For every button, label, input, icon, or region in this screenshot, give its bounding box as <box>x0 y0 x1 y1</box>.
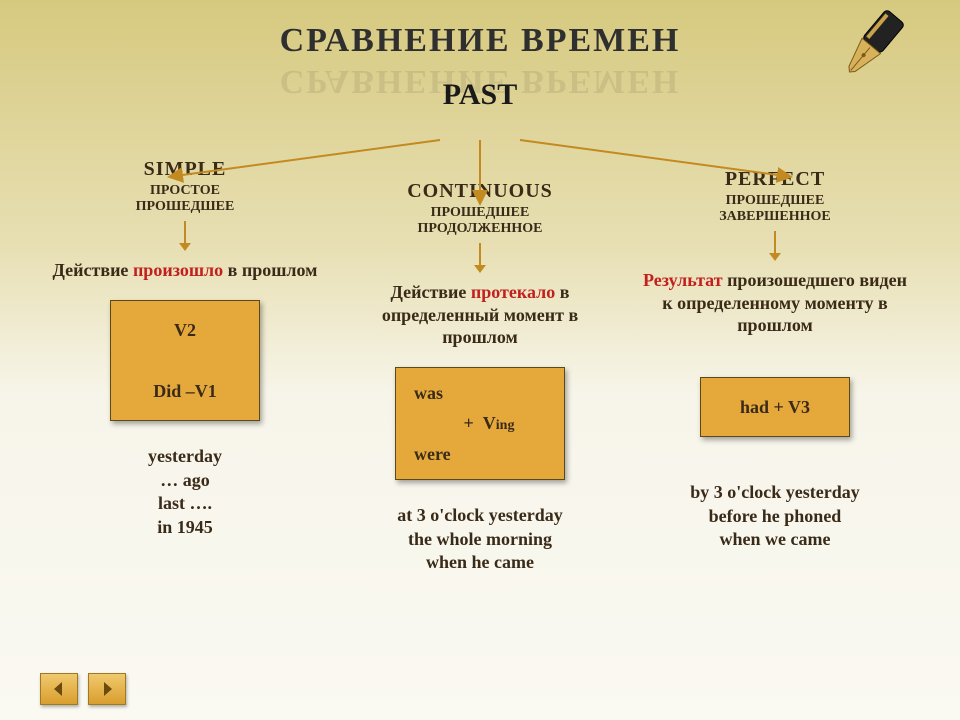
sub-simple: ПРОСТОЕ ПРОШЕДШЕЕ <box>136 183 235 215</box>
arrow-down-icon <box>175 219 195 253</box>
formula-continuous: was + Ving were <box>395 367 565 481</box>
heading-simple: SIMPLE <box>144 158 227 181</box>
page-title: СРАВНЕНИЕ ВРЕМЕН <box>0 0 960 60</box>
column-continuous: CONTINUOUS ПРОШЕДШЕЕ ПРОДОЛЖЕННОЕ Действ… <box>345 180 615 575</box>
desc-perfect: Результат произошедшего виден к определе… <box>640 269 910 337</box>
heading-perfect: PERFECT <box>725 168 825 191</box>
title-text: СРАВНЕНИЕ ВРЕМЕН <box>280 22 681 59</box>
subtitle-past: PAST <box>0 78 960 112</box>
formula-perfect: had + V3 <box>700 377 850 438</box>
nav-arrows <box>40 673 126 705</box>
examples-continuous: at 3 o'clock yesterday the whole morning… <box>397 504 562 574</box>
desc-continuous: Действие протекало в определенный момент… <box>345 281 615 349</box>
arrow-down-icon <box>470 241 490 275</box>
examples-perfect: by 3 o'clock yesterday before he phoned … <box>690 481 859 551</box>
heading-continuous: CONTINUOUS <box>407 180 553 203</box>
column-perfect: PERFECT ПРОШЕДШЕЕ ЗАВЕРШЕННОЕ Результат … <box>640 158 910 575</box>
formula-simple: V2 Did –V1 <box>110 300 260 422</box>
examples-simple: yesterday … ago last …. in 1945 <box>148 445 222 539</box>
next-button[interactable] <box>88 673 126 705</box>
prev-button[interactable] <box>40 673 78 705</box>
arrow-down-icon <box>765 229 785 263</box>
desc-simple: Действие произошло в прошлом <box>53 259 318 282</box>
pen-icon <box>820 8 940 88</box>
sub-continuous: ПРОШЕДШЕЕ ПРОДОЛЖЕННОЕ <box>418 205 543 237</box>
column-simple: SIMPLE ПРОСТОЕ ПРОШЕДШЕЕ Действие произо… <box>50 158 320 575</box>
sub-perfect: ПРОШЕДШЕЕ ЗАВЕРШЕННОЕ <box>719 193 830 225</box>
